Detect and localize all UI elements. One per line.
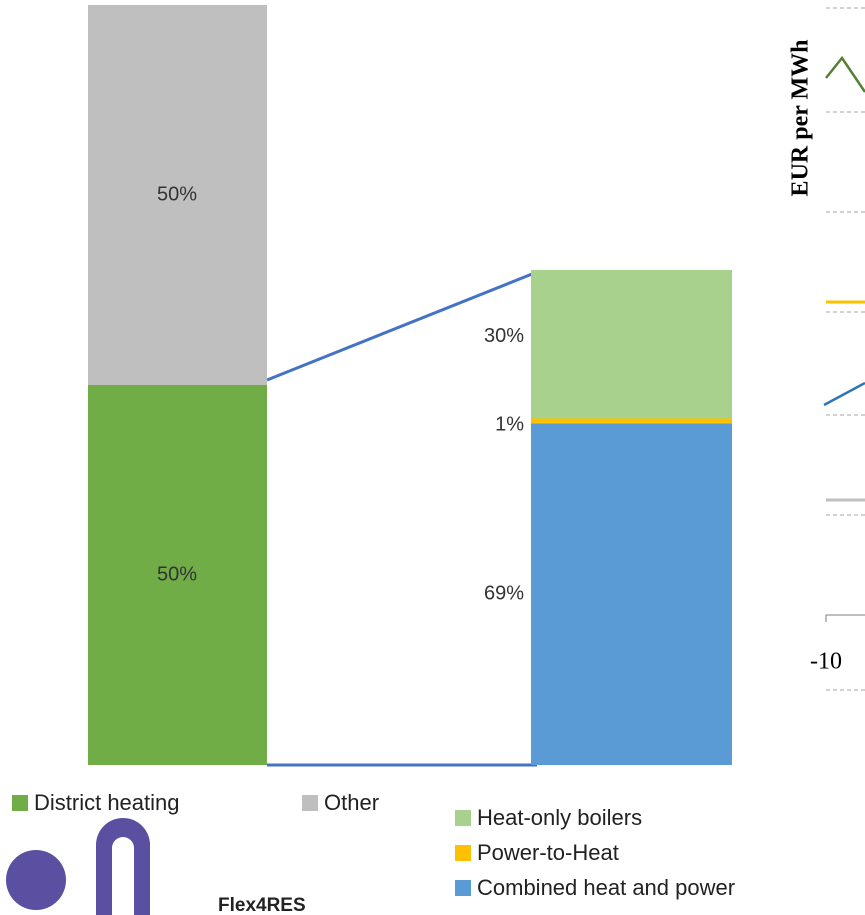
cropped-line	[823, 381, 865, 407]
x-tick-label: -10	[810, 649, 842, 675]
legend-label: Power-to-Heat	[477, 840, 619, 865]
legend-swatch	[455, 810, 471, 826]
bar-segment	[531, 418, 732, 424]
data-label: 50%	[157, 183, 197, 205]
legend-swatch	[455, 845, 471, 861]
legend-label: Other	[324, 790, 379, 815]
data-label: 1%	[495, 414, 524, 436]
legend-label: Heat-only boilers	[477, 805, 642, 830]
data-label: 69%	[484, 583, 524, 605]
logo-shape	[112, 837, 134, 915]
legend-label: Combined heat and power	[477, 875, 735, 900]
cropped-chart	[826, 7, 865, 691]
bar-segment	[88, 385, 267, 765]
legend-label: District heating	[34, 790, 180, 815]
legend-swatch	[455, 880, 471, 896]
axis-line	[825, 614, 865, 622]
legend-swatch	[302, 795, 318, 811]
data-label: 30%	[484, 325, 524, 347]
data-label: 50%	[157, 563, 197, 585]
bar-segment	[531, 270, 732, 419]
logo	[6, 818, 150, 915]
logo-text: Flex4RES	[218, 895, 306, 915]
legend-swatch	[12, 795, 28, 811]
cropped-line	[825, 55, 865, 93]
connector	[266, 270, 538, 382]
logo-shape	[6, 850, 66, 910]
y-axis-label: EUR per MWh	[788, 40, 814, 197]
bar-segment	[88, 5, 267, 385]
bar-segment	[531, 423, 732, 765]
